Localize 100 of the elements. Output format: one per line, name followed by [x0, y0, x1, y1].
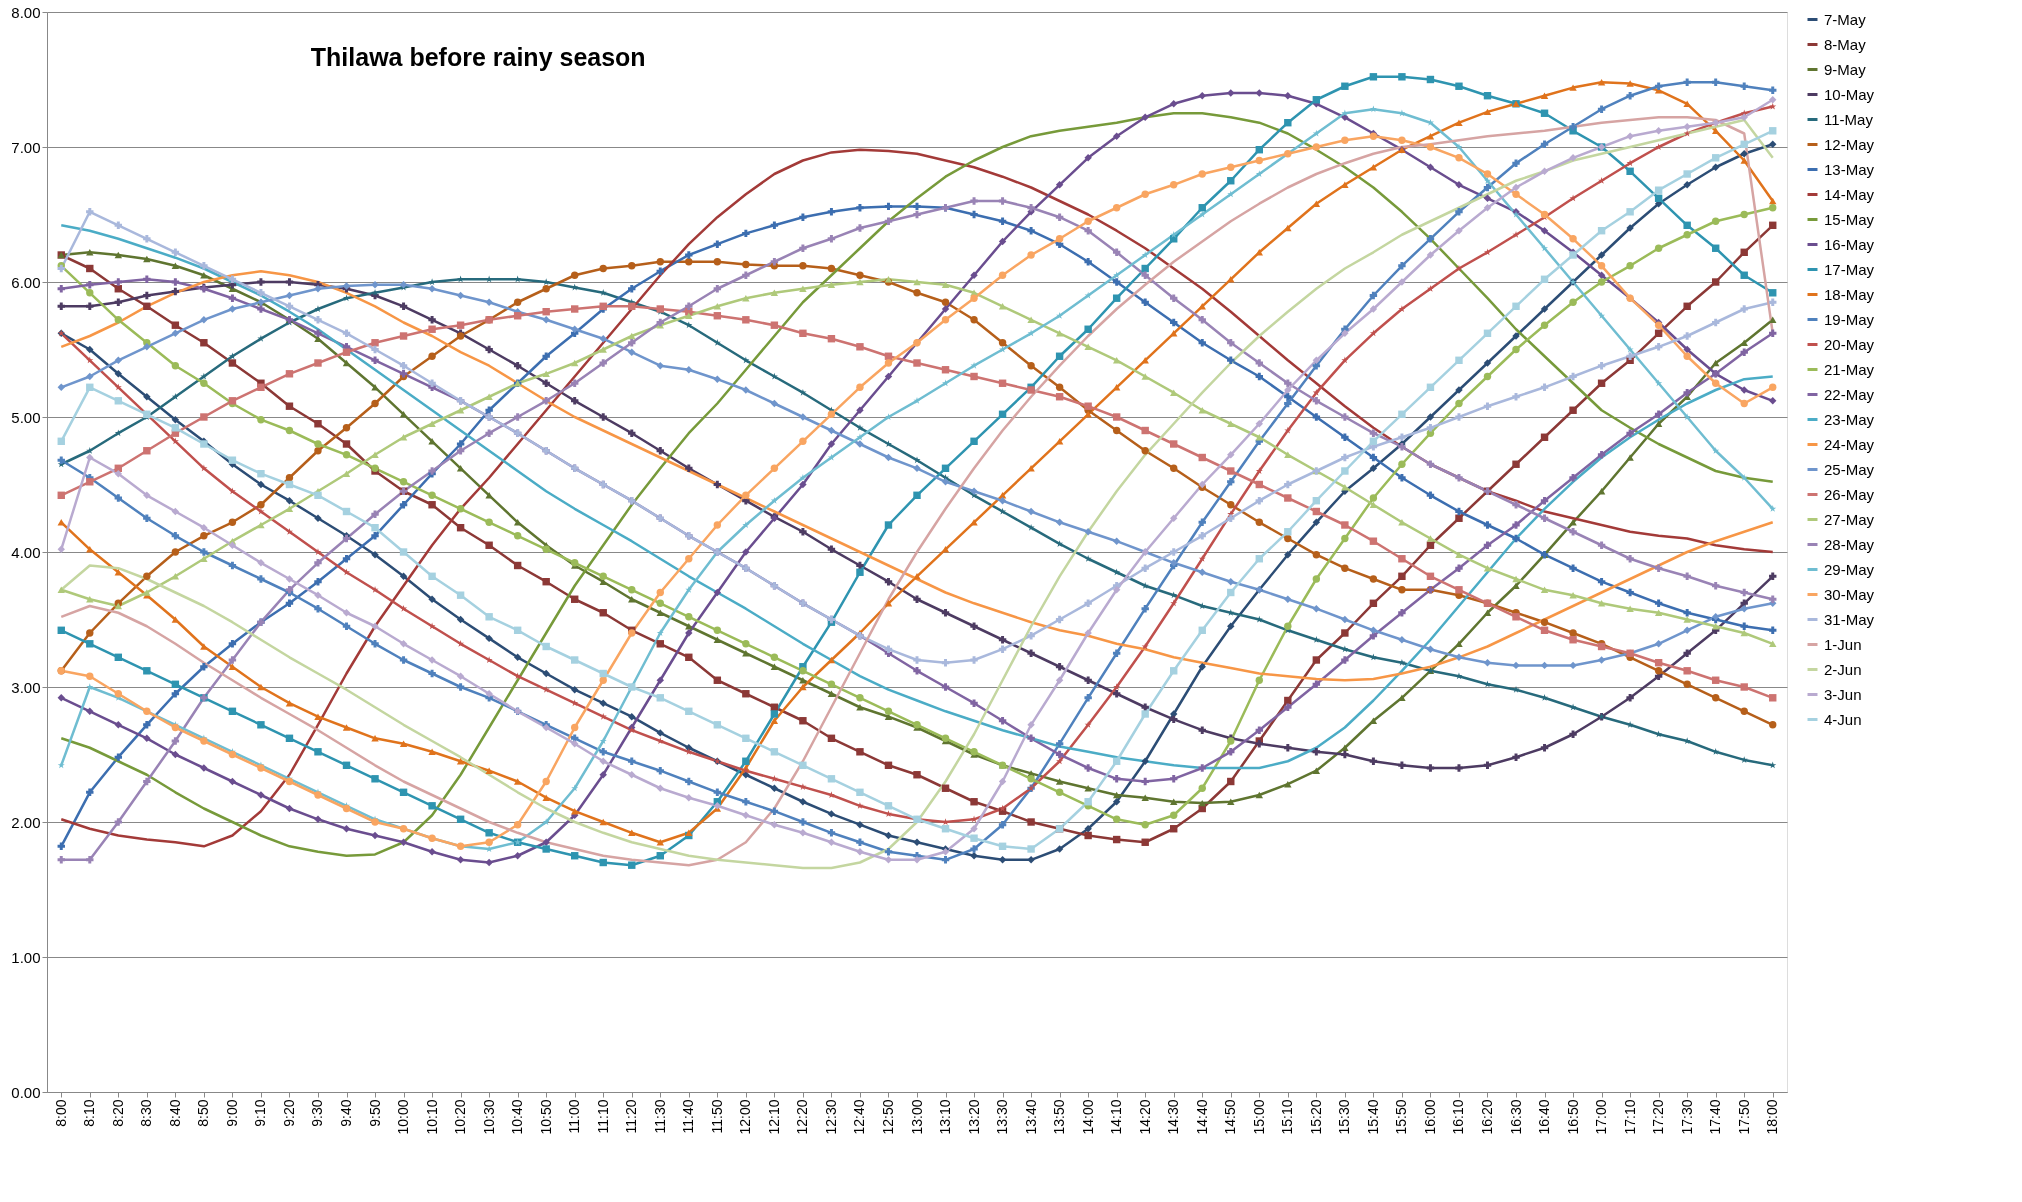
legend-label: 22-May [1824, 385, 1875, 403]
point [1626, 159, 1634, 167]
point [428, 622, 436, 630]
text: Thilawa before rainy season [310, 43, 646, 71]
x-tick-label: 13:50 [1051, 1099, 1068, 1135]
point [856, 433, 864, 441]
x-tick-label: 11:00 [566, 1099, 583, 1134]
x-tick-label: 18:00 [1764, 1099, 1781, 1135]
x-tick-label: 12:30 [822, 1099, 839, 1135]
x-tick-label: 14:10 [1108, 1099, 1125, 1135]
point [1541, 244, 1549, 252]
x-tick-label: 9:20 [280, 1099, 297, 1127]
x-tick-label: 17:30 [1678, 1099, 1695, 1135]
legend-label: 31-May [1824, 610, 1875, 628]
x-tick-label: 13:30 [994, 1099, 1011, 1135]
point [1170, 599, 1178, 607]
point [827, 453, 835, 461]
legend-label: 29-May [1824, 560, 1875, 578]
legend-label: 13-May [1824, 160, 1875, 178]
legend-label: 24-May [1824, 435, 1875, 453]
point [571, 784, 579, 792]
y-tick-label: 0.00 [11, 1083, 41, 1101]
point [1483, 248, 1492, 256]
point [884, 413, 892, 420]
point [1483, 177, 1492, 184]
point [685, 748, 693, 755]
point [1084, 291, 1092, 299]
legend-label: 12-May [1824, 135, 1875, 153]
point [1398, 109, 1406, 117]
x-tick-label: 14:20 [1136, 1099, 1153, 1135]
point [400, 604, 408, 612]
legend-label: 16-May [1824, 235, 1875, 253]
point [314, 548, 322, 555]
x-tick-label: 8:10 [81, 1099, 98, 1127]
x-tick-label: 11:10 [594, 1099, 611, 1134]
legend-label: 8-May [1824, 35, 1867, 53]
x-tick-label: 10:10 [423, 1099, 440, 1135]
legend-label: 25-May [1824, 460, 1875, 478]
point [1655, 379, 1663, 387]
x-tick-label: 10:30 [480, 1099, 497, 1135]
x-tick-label: 15:10 [1279, 1099, 1296, 1135]
x-tick-label: 16:20 [1478, 1099, 1495, 1135]
x-tick-label: 10:50 [537, 1099, 554, 1135]
point [257, 507, 265, 515]
x-tick-label: 17:10 [1621, 1099, 1638, 1135]
x-tick-label: 13:00 [908, 1099, 925, 1135]
x-tick-label: 13:10 [937, 1099, 954, 1135]
point [1769, 102, 1777, 110]
point [1255, 170, 1263, 177]
x-tick-label: 13:40 [1022, 1099, 1039, 1135]
x-tick-label: 12:40 [851, 1099, 868, 1135]
legend-label: 27-May [1824, 510, 1875, 528]
legend-label: 30-May [1824, 585, 1875, 603]
point [485, 656, 493, 663]
y-tick-label: 3.00 [11, 678, 41, 696]
point [1141, 642, 1149, 650]
x-tick-label: 8:00 [52, 1099, 69, 1127]
legend-label: 26-May [1824, 485, 1875, 503]
legend-label: 7-May [1824, 10, 1867, 28]
legend-label: 19-May [1824, 310, 1875, 328]
point [1312, 129, 1320, 137]
point [1398, 305, 1406, 312]
point [1027, 329, 1035, 337]
point [1740, 474, 1748, 481]
point [799, 783, 807, 790]
x-tick-label: 8:30 [138, 1099, 155, 1127]
x-tick-label: 17:40 [1707, 1099, 1724, 1135]
legend-label: 20-May [1824, 335, 1875, 353]
point [114, 383, 122, 391]
point [1369, 105, 1377, 113]
x-tick-label: 9:40 [338, 1099, 355, 1127]
y-tick-label: 7.00 [11, 138, 41, 156]
x-tick-label: 10:40 [509, 1099, 526, 1135]
point [228, 487, 236, 495]
x-tick-label: 15:40 [1364, 1099, 1381, 1135]
x-tick-label: 14:00 [1079, 1099, 1096, 1135]
point [1227, 190, 1235, 198]
point [171, 437, 179, 445]
x-tick-label: 9:10 [252, 1099, 269, 1127]
point [1198, 210, 1206, 218]
x-tick-label: 15:30 [1336, 1099, 1353, 1135]
y-tick-label: 1.00 [11, 948, 41, 966]
point [1598, 177, 1606, 184]
x-tick-label: 17:50 [1735, 1099, 1752, 1135]
point [1198, 555, 1206, 562]
x-tick-label: 9:50 [366, 1099, 383, 1127]
x-tick-label: 9:30 [309, 1099, 326, 1127]
point [742, 521, 750, 528]
point [1683, 413, 1691, 420]
point [1113, 683, 1121, 690]
x-tick-label: 8:40 [166, 1099, 183, 1127]
x-tick-label: 12:50 [879, 1099, 896, 1135]
point [1598, 312, 1606, 319]
x-tick-label: 16:40 [1536, 1099, 1553, 1135]
point [942, 379, 950, 387]
x-tick-label: 10:00 [395, 1099, 412, 1135]
x-tick-label: 15:20 [1307, 1099, 1324, 1135]
point [1113, 271, 1121, 279]
legend-label: 17-May [1824, 260, 1875, 278]
point [1255, 467, 1263, 474]
